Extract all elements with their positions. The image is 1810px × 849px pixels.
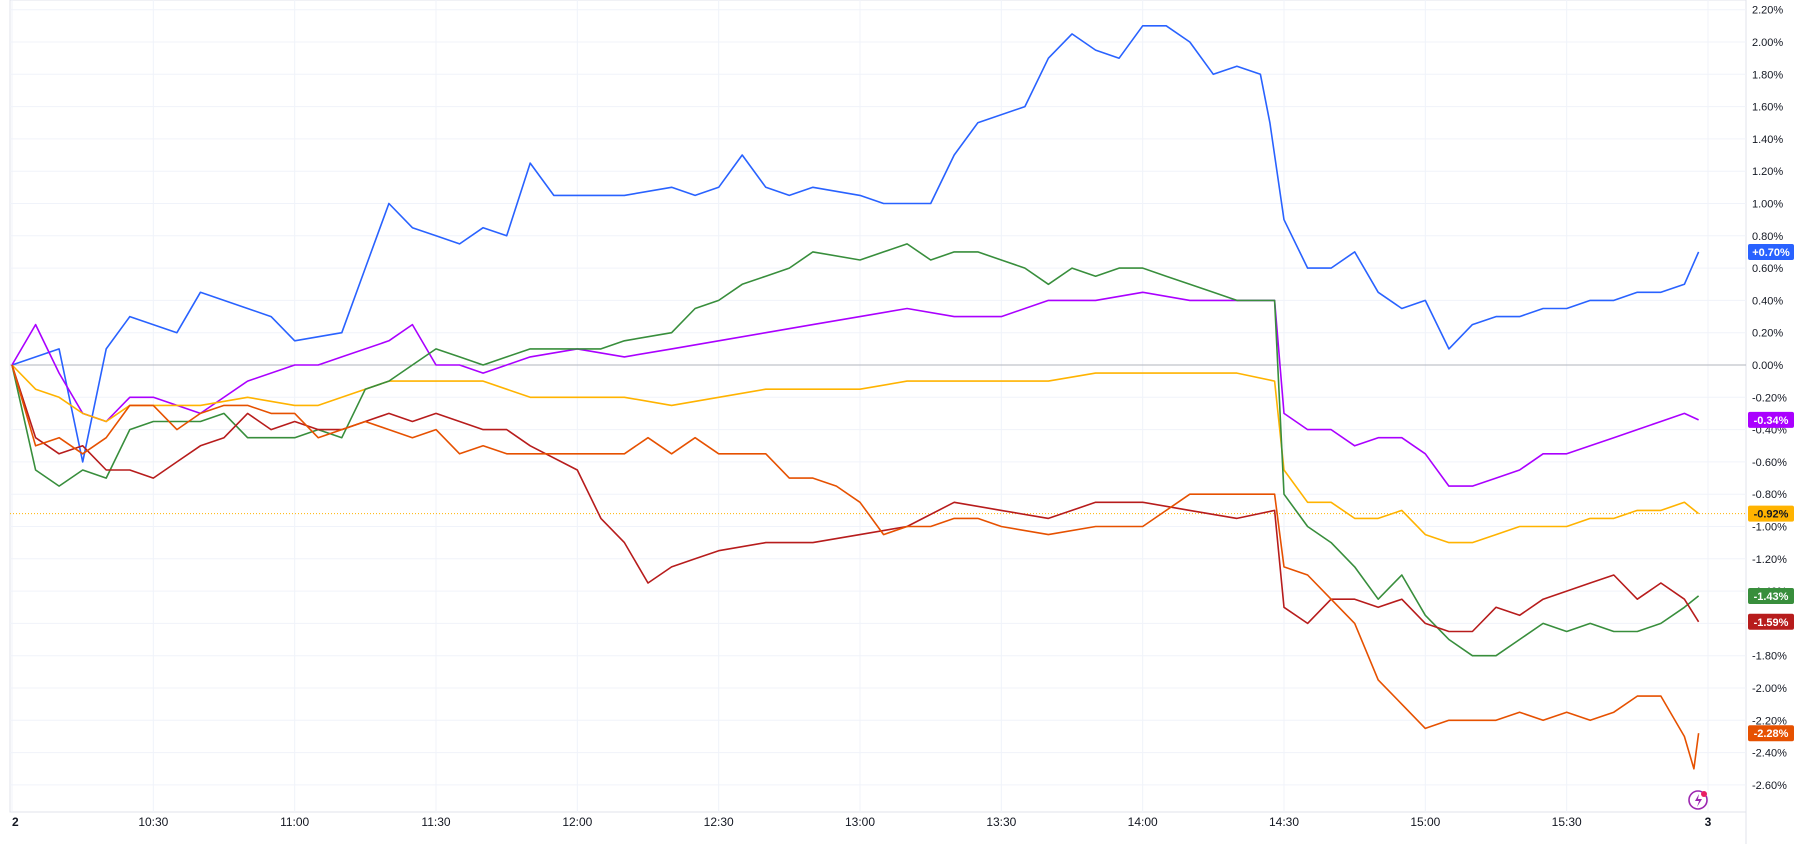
x-tick-label: 11:00 bbox=[280, 815, 309, 829]
last-value-badge-blue: +0.70% bbox=[1748, 243, 1794, 260]
series-line-green[interactable] bbox=[11, 243, 1700, 657]
x-tick-label: 11:30 bbox=[421, 815, 450, 829]
x-tick-label: 14:00 bbox=[1128, 815, 1158, 829]
series-line-yellow[interactable] bbox=[11, 364, 1700, 544]
last-value-label: -0.34% bbox=[1754, 415, 1789, 427]
plot-frame bbox=[9, 0, 1747, 813]
last-value-label: -1.43% bbox=[1754, 591, 1789, 603]
y-tick-label: 0.40% bbox=[1752, 295, 1783, 307]
y-tick-label: 0.80% bbox=[1752, 231, 1783, 243]
y-tick-label: -2.20% bbox=[1752, 715, 1787, 727]
x-tick-label: 13:30 bbox=[986, 815, 1016, 829]
y-tick-label: -0.80% bbox=[1752, 489, 1787, 501]
x-tick-label: 3 bbox=[1705, 815, 1712, 829]
last-value-badge-red: -1.59% bbox=[1748, 613, 1794, 630]
series-line-purple[interactable] bbox=[11, 291, 1699, 487]
y-tick-label: -2.40% bbox=[1752, 748, 1787, 760]
x-tick-label: 15:00 bbox=[1410, 815, 1440, 829]
x-tick-label: 14:30 bbox=[1269, 815, 1299, 829]
y-tick-label: 1.80% bbox=[1752, 69, 1783, 81]
y-tick-label: 0.00% bbox=[1752, 360, 1783, 372]
last-value-badge-yellow: -0.92% bbox=[1748, 505, 1794, 522]
y-tick-label: 1.00% bbox=[1752, 199, 1783, 211]
x-tick-label: 13:00 bbox=[845, 815, 875, 829]
y-tick-label: -0.60% bbox=[1752, 457, 1787, 469]
series-layer bbox=[11, 25, 1700, 770]
last-value-label: -0.92% bbox=[1754, 509, 1789, 521]
y-tick-label: 2.20% bbox=[1752, 5, 1783, 17]
series-line-orange[interactable] bbox=[11, 364, 1700, 770]
lightning-bolt-icon bbox=[1688, 790, 1708, 810]
series-line-red[interactable] bbox=[11, 364, 1700, 633]
last-value-badge-purple: -0.34% bbox=[1748, 411, 1794, 428]
x-tick-label: 2 bbox=[12, 815, 19, 829]
y-tick-label: 1.40% bbox=[1752, 134, 1783, 146]
y-tick-label: 1.60% bbox=[1752, 102, 1783, 114]
axis-layer: 2.20% 2.00% 1.80% 1.60% 1.40% 1.20% 1.00% 0.80%… bbox=[12, 5, 1787, 829]
x-tick-label: 10:30 bbox=[138, 815, 168, 829]
x-tick-label: 12:00 bbox=[562, 815, 592, 829]
last-value-badge-orange: -2.28% bbox=[1748, 725, 1794, 742]
x-tick-label: 15:30 bbox=[1552, 815, 1582, 829]
y-tick-label: -2.00% bbox=[1752, 683, 1787, 695]
last-value-label: -2.28% bbox=[1754, 728, 1789, 740]
x-tick-label: 12:30 bbox=[704, 815, 734, 829]
y-tick-label: -1.80% bbox=[1752, 651, 1787, 663]
y-tick-label: 0.60% bbox=[1752, 263, 1783, 275]
last-value-badge-green: -1.43% bbox=[1748, 587, 1794, 604]
lightning-bolt-glyph bbox=[1695, 794, 1702, 807]
y-tick-label: 0.20% bbox=[1752, 328, 1783, 340]
series-line-blue[interactable] bbox=[11, 25, 1700, 463]
y-tick-label: -1.20% bbox=[1752, 554, 1787, 566]
y-tick-label: -0.20% bbox=[1752, 392, 1787, 404]
badge-layer: +0.70% -0.34% -0.92% -1.43% -1.59% -2.28% bbox=[1748, 243, 1794, 742]
y-tick-label: -2.60% bbox=[1752, 780, 1787, 792]
watermark-layer bbox=[1688, 790, 1708, 810]
last-value-label: +0.70% bbox=[1752, 247, 1790, 259]
y-tick-label: 1.20% bbox=[1752, 166, 1783, 178]
y-tick-label: 2.00% bbox=[1752, 37, 1783, 49]
y-tick-label: -1.00% bbox=[1752, 522, 1787, 534]
grid-layer bbox=[9, 0, 1747, 844]
last-value-label: -1.59% bbox=[1754, 617, 1789, 629]
notification-dot bbox=[1701, 791, 1707, 797]
